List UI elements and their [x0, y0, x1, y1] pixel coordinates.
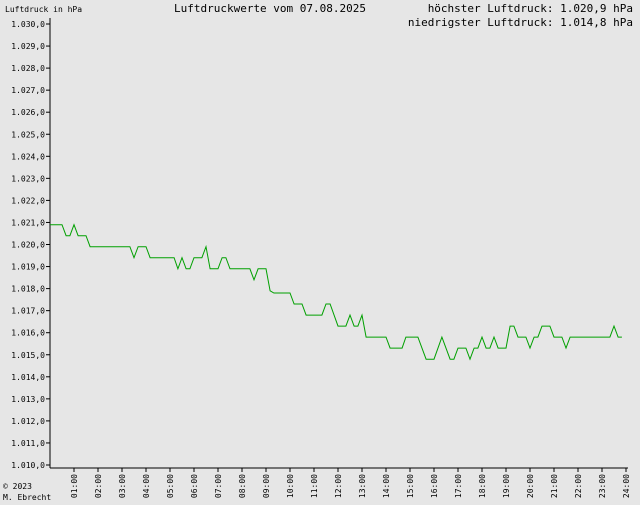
y-tick-label: 1.010,0 — [11, 461, 45, 470]
x-tick-label: 09:00 — [262, 474, 271, 498]
copyright-text: © 2023 — [3, 482, 32, 491]
y-tick-label: 1.018,0 — [11, 285, 45, 294]
y-tick-label: 1.012,0 — [11, 417, 45, 426]
author-text: M. Ebrecht — [3, 493, 51, 502]
x-tick-label: 07:00 — [214, 474, 223, 498]
y-tick-label: 1.013,0 — [11, 395, 45, 404]
x-tick-label: 10:00 — [286, 474, 295, 498]
min-pressure-text: niedrigster Luftdruck: 1.014,8 hPa — [408, 16, 633, 29]
y-tick-label: 1.015,0 — [11, 351, 45, 360]
y-tick-label: 1.016,0 — [11, 329, 45, 338]
x-tick-label: 18:00 — [478, 474, 487, 498]
y-tick-label: 1.014,0 — [11, 373, 45, 382]
x-tick-label: 02:00 — [94, 474, 103, 498]
y-axis-label: Luftdruck in hPa — [5, 5, 82, 14]
y-tick-label: 1.028,0 — [11, 64, 45, 73]
y-axis-ticks: 1.010,0 1.011,0 1.012,0 1.013,0 1.014,0 1.015… — [11, 20, 50, 470]
y-tick-label: 1.020,0 — [11, 241, 45, 250]
max-pressure-text: höchster Luftdruck: 1.020,9 hPa — [428, 2, 633, 15]
y-tick-label: 1.024,0 — [11, 152, 45, 161]
x-tick-label: 13:00 — [358, 474, 367, 498]
x-tick-label: 23:00 — [598, 474, 607, 498]
y-tick-label: 1.023,0 — [11, 174, 45, 183]
pressure-series-line — [50, 223, 622, 361]
x-tick-label: 20:00 — [526, 474, 535, 498]
x-tick-label: 01:00 — [70, 474, 79, 498]
x-axis-ticks: 01:00 02:00 03:00 04:00 05:00 06:00 07:00 08:00… — [70, 468, 631, 498]
x-tick-label: 22:00 — [574, 474, 583, 498]
x-tick-label: 11:00 — [310, 474, 319, 498]
x-tick-label: 06:00 — [190, 474, 199, 498]
x-tick-label: 03:00 — [118, 474, 127, 498]
x-tick-label: 19:00 — [502, 474, 511, 498]
x-tick-label: 04:00 — [142, 474, 151, 498]
y-tick-label: 1.030,0 — [11, 20, 45, 29]
x-tick-label: 21:00 — [550, 474, 559, 498]
y-tick-label: 1.029,0 — [11, 42, 45, 51]
y-tick-label: 1.025,0 — [11, 130, 45, 139]
y-tick-label: 1.027,0 — [11, 86, 45, 95]
x-tick-label: 14:00 — [382, 474, 391, 498]
chart-title: Luftdruckwerte vom 07.08.2025 — [174, 2, 366, 15]
x-tick-label: 05:00 — [166, 474, 175, 498]
x-tick-label: 08:00 — [238, 474, 247, 498]
x-tick-label: 15:00 — [406, 474, 415, 498]
x-tick-label: 16:00 — [430, 474, 439, 498]
x-tick-label: 24:00 — [622, 474, 631, 498]
y-tick-label: 1.021,0 — [11, 218, 45, 227]
y-tick-label: 1.017,0 — [11, 307, 45, 316]
y-tick-label: 1.022,0 — [11, 196, 45, 205]
y-tick-label: 1.011,0 — [11, 439, 45, 448]
x-tick-label: 12:00 — [334, 474, 343, 498]
y-tick-label: 1.026,0 — [11, 108, 45, 117]
y-tick-label: 1.019,0 — [11, 263, 45, 272]
x-tick-label: 17:00 — [454, 474, 463, 498]
